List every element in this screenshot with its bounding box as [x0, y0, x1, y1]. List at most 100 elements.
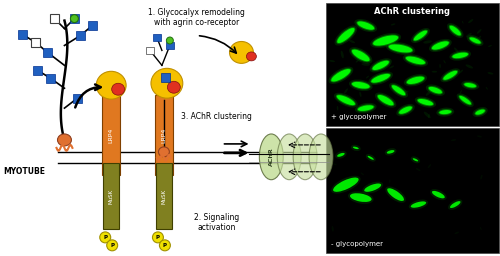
- Ellipse shape: [100, 232, 110, 243]
- Ellipse shape: [406, 76, 425, 85]
- Bar: [155, 95, 173, 175]
- Bar: [326, 128, 499, 253]
- Ellipse shape: [389, 45, 412, 52]
- Ellipse shape: [466, 33, 471, 37]
- Ellipse shape: [454, 48, 458, 53]
- Ellipse shape: [468, 37, 481, 45]
- Ellipse shape: [472, 107, 488, 117]
- Ellipse shape: [456, 93, 473, 107]
- Ellipse shape: [488, 45, 492, 47]
- Ellipse shape: [352, 82, 370, 89]
- Ellipse shape: [356, 20, 375, 31]
- Ellipse shape: [372, 61, 389, 70]
- Ellipse shape: [428, 114, 430, 118]
- Ellipse shape: [418, 99, 433, 105]
- Ellipse shape: [309, 134, 333, 180]
- Ellipse shape: [372, 35, 399, 47]
- Ellipse shape: [106, 240, 118, 251]
- Ellipse shape: [246, 52, 256, 61]
- Text: P: P: [103, 235, 107, 240]
- Ellipse shape: [335, 151, 346, 159]
- Text: MYOTUBE: MYOTUBE: [4, 167, 45, 176]
- Text: LRP4: LRP4: [108, 127, 114, 143]
- Ellipse shape: [389, 179, 390, 183]
- Ellipse shape: [440, 64, 441, 68]
- Ellipse shape: [470, 37, 480, 44]
- Ellipse shape: [486, 87, 488, 90]
- Ellipse shape: [372, 74, 390, 83]
- Ellipse shape: [160, 240, 170, 251]
- Ellipse shape: [389, 83, 408, 98]
- Ellipse shape: [341, 31, 342, 35]
- Ellipse shape: [411, 28, 430, 43]
- Ellipse shape: [152, 232, 164, 243]
- Ellipse shape: [366, 76, 369, 78]
- Ellipse shape: [410, 201, 426, 208]
- Ellipse shape: [386, 186, 406, 203]
- Ellipse shape: [370, 58, 392, 72]
- Ellipse shape: [352, 51, 355, 55]
- Ellipse shape: [337, 28, 354, 43]
- Ellipse shape: [353, 147, 358, 149]
- Bar: [326, 3, 499, 126]
- Ellipse shape: [349, 47, 372, 64]
- FancyBboxPatch shape: [43, 48, 52, 57]
- Ellipse shape: [462, 81, 479, 90]
- Ellipse shape: [351, 81, 370, 90]
- Ellipse shape: [477, 135, 482, 137]
- Ellipse shape: [328, 67, 353, 84]
- Ellipse shape: [151, 68, 183, 98]
- Ellipse shape: [373, 35, 398, 46]
- Text: P: P: [110, 243, 114, 248]
- Ellipse shape: [333, 177, 358, 192]
- Text: AChR clustering: AChR clustering: [374, 7, 450, 16]
- Ellipse shape: [355, 103, 376, 113]
- Ellipse shape: [370, 73, 391, 83]
- Ellipse shape: [358, 22, 374, 30]
- Ellipse shape: [340, 51, 344, 58]
- Ellipse shape: [396, 104, 415, 116]
- Ellipse shape: [368, 156, 374, 160]
- Ellipse shape: [334, 26, 357, 46]
- Ellipse shape: [372, 60, 390, 71]
- Ellipse shape: [416, 168, 420, 171]
- Ellipse shape: [405, 56, 426, 65]
- Text: + glycopolymer: + glycopolymer: [331, 114, 386, 120]
- Ellipse shape: [452, 52, 468, 58]
- Ellipse shape: [336, 27, 355, 44]
- Ellipse shape: [468, 19, 473, 23]
- Ellipse shape: [378, 95, 394, 105]
- Ellipse shape: [168, 81, 180, 93]
- Ellipse shape: [342, 96, 345, 101]
- FancyBboxPatch shape: [70, 14, 79, 23]
- Ellipse shape: [458, 70, 463, 74]
- Ellipse shape: [96, 71, 126, 99]
- Text: 3. AChR clustering: 3. AChR clustering: [181, 112, 252, 121]
- Ellipse shape: [337, 106, 338, 111]
- Ellipse shape: [293, 134, 317, 180]
- Ellipse shape: [450, 26, 461, 35]
- Ellipse shape: [454, 232, 459, 234]
- Text: AChR: AChR: [269, 147, 274, 166]
- Ellipse shape: [430, 189, 446, 200]
- Ellipse shape: [354, 19, 377, 32]
- Ellipse shape: [70, 15, 78, 23]
- Ellipse shape: [409, 199, 428, 210]
- FancyBboxPatch shape: [146, 47, 154, 54]
- Ellipse shape: [480, 227, 482, 230]
- Ellipse shape: [440, 68, 460, 82]
- FancyBboxPatch shape: [46, 74, 55, 83]
- Text: - glycopolymer: - glycopolymer: [331, 241, 383, 247]
- Ellipse shape: [452, 52, 469, 59]
- Ellipse shape: [350, 193, 372, 202]
- Ellipse shape: [360, 92, 362, 97]
- FancyBboxPatch shape: [166, 42, 173, 49]
- FancyBboxPatch shape: [153, 34, 160, 41]
- Ellipse shape: [438, 109, 452, 115]
- Ellipse shape: [362, 63, 370, 66]
- Ellipse shape: [424, 112, 430, 118]
- Ellipse shape: [426, 84, 445, 96]
- Ellipse shape: [416, 79, 423, 82]
- Ellipse shape: [460, 96, 471, 104]
- Ellipse shape: [372, 67, 378, 72]
